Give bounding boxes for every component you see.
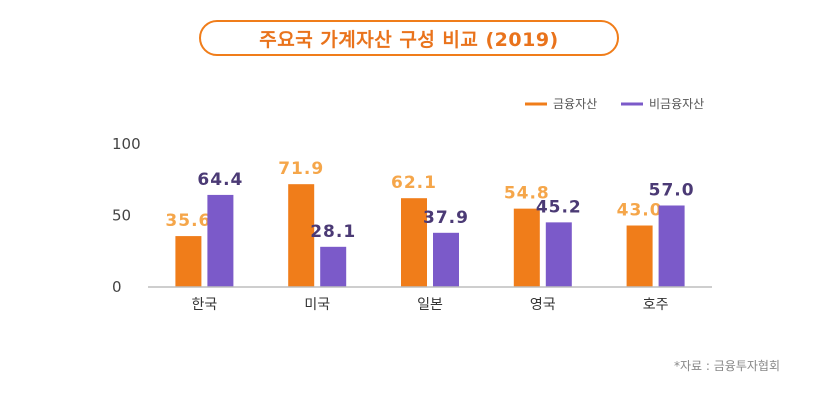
x-tick-label: 한국 (192, 297, 218, 313)
bar-financial[interactable] (626, 225, 653, 287)
data-label: 62.1 (391, 173, 437, 193)
data-label: 45.2 (536, 197, 582, 217)
data-label: 57.0 (649, 180, 695, 200)
source-note: *자료 : 금융투자협회 (674, 359, 780, 373)
bar-financial[interactable] (401, 198, 427, 287)
bar-group-4: 54.845.2 (504, 184, 582, 287)
bar-nonfinancial[interactable] (207, 194, 234, 287)
bars-group: 35.6 64.4 71.9 28.1 62.1 37.9 54.845.2 43.057.0 (165, 159, 694, 287)
y-tick-label: 0 (112, 278, 122, 296)
x-tick-label: 호주 (643, 297, 669, 313)
bar-financial[interactable] (175, 236, 202, 287)
chart-title: 주요국 가계자산 구성 비교 (2019) (199, 20, 619, 56)
y-tick-label: 100 (112, 135, 141, 153)
x-tick-label: 미국 (304, 297, 330, 313)
bar-group-2: 71.9 28.1 (278, 159, 356, 287)
y-axis: 100 50 0 (112, 135, 141, 296)
legend: 금융자산 비금융자산 (525, 97, 704, 111)
x-tick-label: 영국 (530, 297, 556, 313)
data-label: 35.6 (165, 211, 211, 231)
legend-label: 금융자산 (553, 97, 597, 111)
data-label: 43.0 (617, 201, 663, 221)
y-tick-label: 50 (112, 207, 131, 225)
bar-nonfinancial[interactable] (433, 232, 459, 287)
x-axis: 한국 미국 일본 영국 호주 (148, 286, 712, 313)
legend-label: 비금융자산 (649, 97, 704, 111)
bar-financial[interactable] (288, 184, 315, 287)
legend-item-nonfinancial[interactable]: 비금융자산 (621, 97, 704, 111)
bar-group-5: 43.057.0 (617, 180, 695, 287)
bar-group-3: 62.1 37.9 (391, 173, 469, 287)
data-label: 71.9 (278, 159, 324, 179)
bar-financial[interactable] (513, 208, 540, 287)
x-tick-label: 일본 (417, 297, 443, 313)
data-label: 28.1 (310, 222, 356, 242)
bar-nonfinancial[interactable] (545, 222, 572, 287)
bar-group-1: 35.6 64.4 (165, 170, 243, 287)
bar-nonfinancial[interactable] (658, 205, 685, 287)
data-label: 54.8 (504, 184, 550, 204)
bar-nonfinancial[interactable] (320, 246, 347, 287)
legend-item-financial[interactable]: 금융자산 (525, 97, 597, 111)
data-label: 37.9 (423, 208, 469, 228)
data-label: 64.4 (197, 170, 243, 190)
